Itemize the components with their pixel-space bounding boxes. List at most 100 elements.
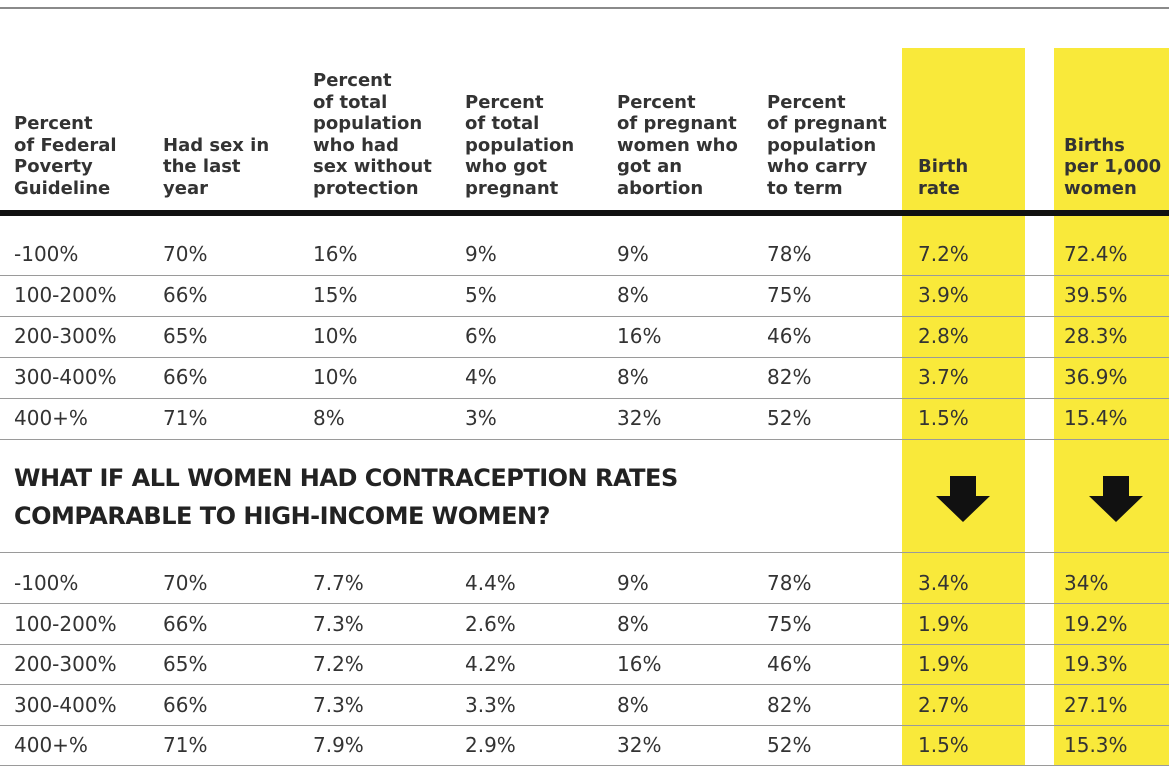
table-cell: 4.4% <box>465 571 516 595</box>
column-header: who carry <box>767 156 868 177</box>
column-header: Percent <box>767 91 846 113</box>
column-header: Birth <box>918 156 969 177</box>
table-cell: 7.3% <box>313 692 364 717</box>
column-header: Guideline <box>14 177 111 199</box>
column-header: of total <box>313 91 388 113</box>
column-header: population <box>767 134 877 156</box>
highlight-column <box>902 48 1025 766</box>
table-cell: 46% <box>767 324 812 348</box>
table-cell: 10% <box>313 365 358 389</box>
table-cell: 15.4% <box>1064 406 1128 430</box>
column-header: got an <box>617 156 683 177</box>
table-cell: 3.3% <box>465 692 516 717</box>
table-cell: 2.9% <box>465 733 516 757</box>
row-separator <box>0 398 1169 399</box>
table-cell: 4% <box>465 365 497 389</box>
column-header: of pregnant <box>617 113 737 134</box>
column-header: women who <box>617 134 738 156</box>
table-cell: 7.2% <box>313 652 364 676</box>
table-cell: 400+% <box>14 406 88 430</box>
section-heading: WHAT IF ALL WOMEN HAD CONTRACEPTION RATE… <box>14 464 678 492</box>
table-cell: 4.2% <box>465 652 516 676</box>
column-header: women <box>1064 177 1137 199</box>
table-cell: 7.3% <box>313 611 364 636</box>
table-cell: 8% <box>617 283 649 307</box>
table-cell: 200-300% <box>14 652 117 676</box>
column-header: population <box>313 113 423 134</box>
table-cell: 82% <box>767 692 812 717</box>
table-cell: 400+% <box>14 733 88 757</box>
table-cell: 66% <box>163 365 208 389</box>
table-cell: 6% <box>465 324 497 348</box>
column-header: of total <box>465 113 540 134</box>
table-cell: 66% <box>163 283 208 307</box>
table-cell: 16% <box>617 652 662 676</box>
table-cell: 7.9% <box>313 733 364 757</box>
column-header: protection <box>313 177 419 199</box>
table-cell: 3.7% <box>918 365 969 389</box>
row-separator <box>0 439 1169 440</box>
row-separator <box>0 357 1169 358</box>
table-cell: 2.8% <box>918 324 969 348</box>
section-rule <box>0 552 1169 553</box>
row-separator <box>0 684 1169 685</box>
table-cell: 27.1% <box>1064 692 1128 717</box>
table-cell: 16% <box>313 242 358 266</box>
table-cell: 32% <box>617 733 662 757</box>
column-header: Percent <box>14 113 93 134</box>
table-cell: 100-200% <box>14 611 117 636</box>
column-header: population <box>465 134 575 156</box>
table-cell: 75% <box>767 611 812 636</box>
table-cell: 7.2% <box>918 242 969 266</box>
table-cell: 3% <box>465 406 497 430</box>
highlight-column <box>1054 48 1169 766</box>
table-cell: 15% <box>313 283 358 307</box>
down-arrow <box>936 476 990 522</box>
table-cell: 16% <box>617 324 662 348</box>
table-cell: 36.9% <box>1064 365 1128 389</box>
down-arrow <box>1089 476 1143 522</box>
column-header: to term <box>767 177 843 199</box>
table-cell: -100% <box>14 242 79 266</box>
table-cell: 52% <box>767 406 812 430</box>
column-header: of Federal <box>14 134 117 156</box>
table-cell: 8% <box>617 611 649 636</box>
column-header: who had <box>313 134 399 156</box>
row-separator <box>0 275 1169 276</box>
table-cell: 10% <box>313 324 358 348</box>
table-cell: 3.4% <box>918 571 969 595</box>
table-cell: -100% <box>14 571 79 595</box>
table-cell: 1.9% <box>918 652 969 676</box>
table-cell: 78% <box>767 571 812 595</box>
table-cell: 9% <box>617 571 649 595</box>
column-header: sex without <box>313 156 432 177</box>
table-cell: 34% <box>1064 571 1109 595</box>
table-cell: 1.9% <box>918 611 969 636</box>
table-cell: 2.7% <box>918 692 969 717</box>
row-separator <box>0 603 1169 604</box>
table-cell: 70% <box>163 242 208 266</box>
table-cell: 5% <box>465 283 497 307</box>
column-header: abortion <box>617 177 704 199</box>
table-cell: 28.3% <box>1064 324 1128 348</box>
table-cell: 66% <box>163 611 208 636</box>
column-header: Births <box>1064 134 1125 156</box>
table-cell: 2.6% <box>465 611 516 636</box>
table-cell: 70% <box>163 571 208 595</box>
top-rule <box>0 7 1169 9</box>
header-rule <box>0 210 1169 216</box>
table-cell: 3.9% <box>918 283 969 307</box>
table-cell: 200-300% <box>14 324 117 348</box>
table-cell: 1.5% <box>918 406 969 430</box>
table-cell: 8% <box>617 692 649 717</box>
column-header: of pregnant <box>767 113 887 134</box>
table-cell: 39.5% <box>1064 283 1128 307</box>
table-cell: 8% <box>313 406 345 430</box>
row-separator <box>0 725 1169 726</box>
table-cell: 7.7% <box>313 571 364 595</box>
table-cell: 1.5% <box>918 733 969 757</box>
table-cell: 71% <box>163 733 208 757</box>
table-cell: 19.3% <box>1064 652 1128 676</box>
